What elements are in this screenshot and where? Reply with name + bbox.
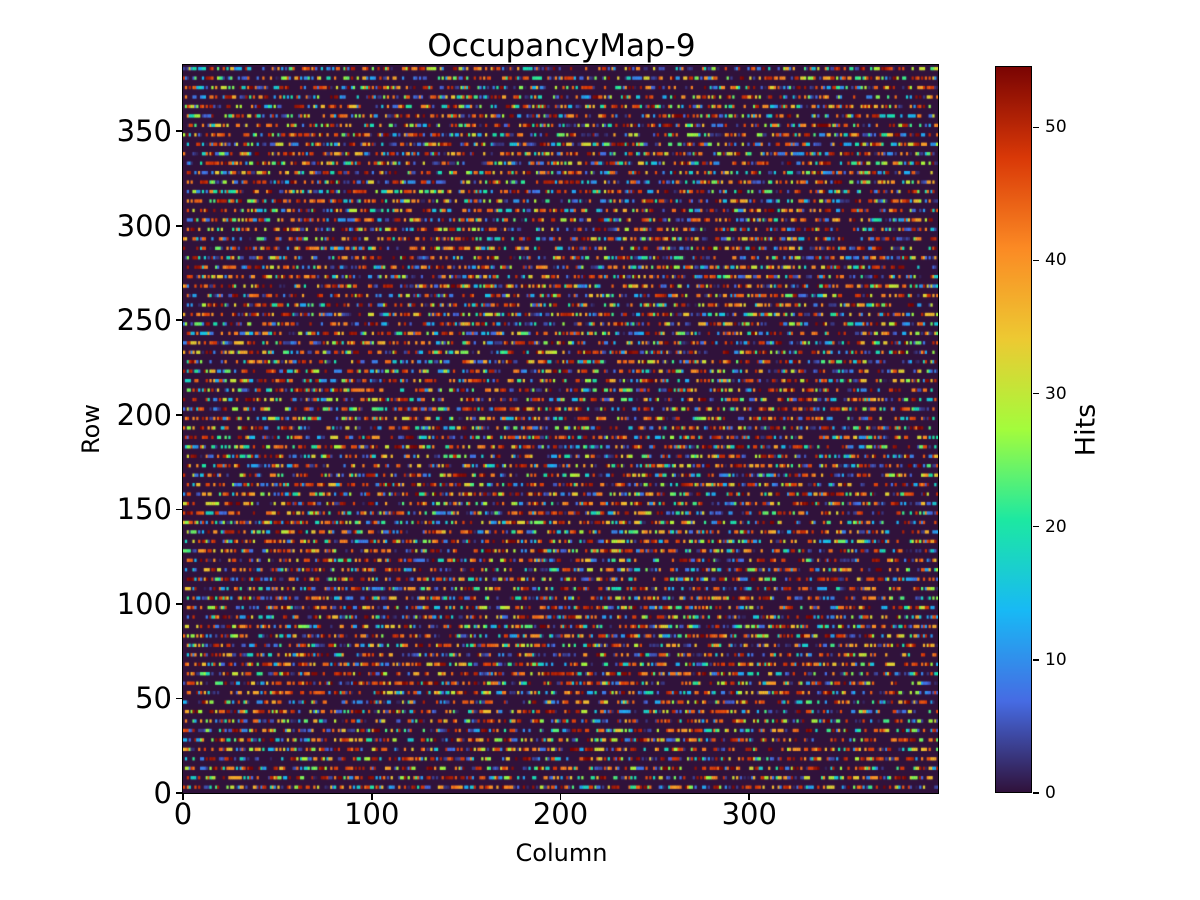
colorbar-tick-mark <box>1033 659 1039 661</box>
y-tick-mark <box>176 319 183 322</box>
y-tick-label: 50 <box>135 681 172 716</box>
colorbar-tick-mark <box>1033 126 1039 128</box>
chart-title: OccupancyMap-9 <box>427 28 696 64</box>
x-tick-label: 200 <box>532 797 589 831</box>
x-tick-mark <box>370 793 373 800</box>
x-tick-label: 300 <box>721 797 777 831</box>
y-tick-label: 250 <box>116 303 172 338</box>
y-tick-mark <box>176 508 183 511</box>
y-axis-label: Row <box>77 404 105 454</box>
colorbar-tick-mark <box>1033 792 1039 794</box>
colorbar-tick-mark <box>1033 525 1039 528</box>
y-tick-label: 100 <box>116 586 172 621</box>
plot-area <box>182 64 939 794</box>
x-tick-mark <box>559 793 562 800</box>
colorbar-tick-mark <box>1033 392 1039 395</box>
y-tick-label: 300 <box>116 208 172 243</box>
x-tick-mark <box>182 793 184 800</box>
y-tick-label: 0 <box>153 776 172 810</box>
x-axis-label: Column <box>515 839 608 867</box>
y-tick-mark <box>176 224 183 227</box>
colorbar <box>995 66 1032 793</box>
colorbar-tick-label: 20 <box>1045 516 1067 537</box>
y-tick-mark <box>176 792 183 794</box>
heatmap-image <box>183 65 938 793</box>
y-tick-label: 200 <box>116 397 172 432</box>
y-tick-mark <box>176 130 183 132</box>
y-tick-mark <box>176 697 183 700</box>
x-tick-label: 100 <box>344 797 400 831</box>
x-tick-label: 0 <box>173 797 193 831</box>
colorbar-label: Hits <box>1070 403 1102 456</box>
colorbar-tick-label: 40 <box>1045 250 1067 271</box>
colorbar-tick-label: 0 <box>1045 783 1056 803</box>
y-tick-label: 150 <box>116 492 172 527</box>
y-tick-label: 350 <box>116 114 172 149</box>
colorbar-tick-label: 50 <box>1045 117 1067 138</box>
y-tick-mark <box>176 414 183 416</box>
colorbar-tick-label: 10 <box>1045 649 1067 670</box>
y-tick-mark <box>176 603 183 605</box>
colorbar-tick-label: 30 <box>1045 383 1067 404</box>
colorbar-tick-mark <box>1033 259 1039 262</box>
x-tick-mark <box>748 793 751 800</box>
